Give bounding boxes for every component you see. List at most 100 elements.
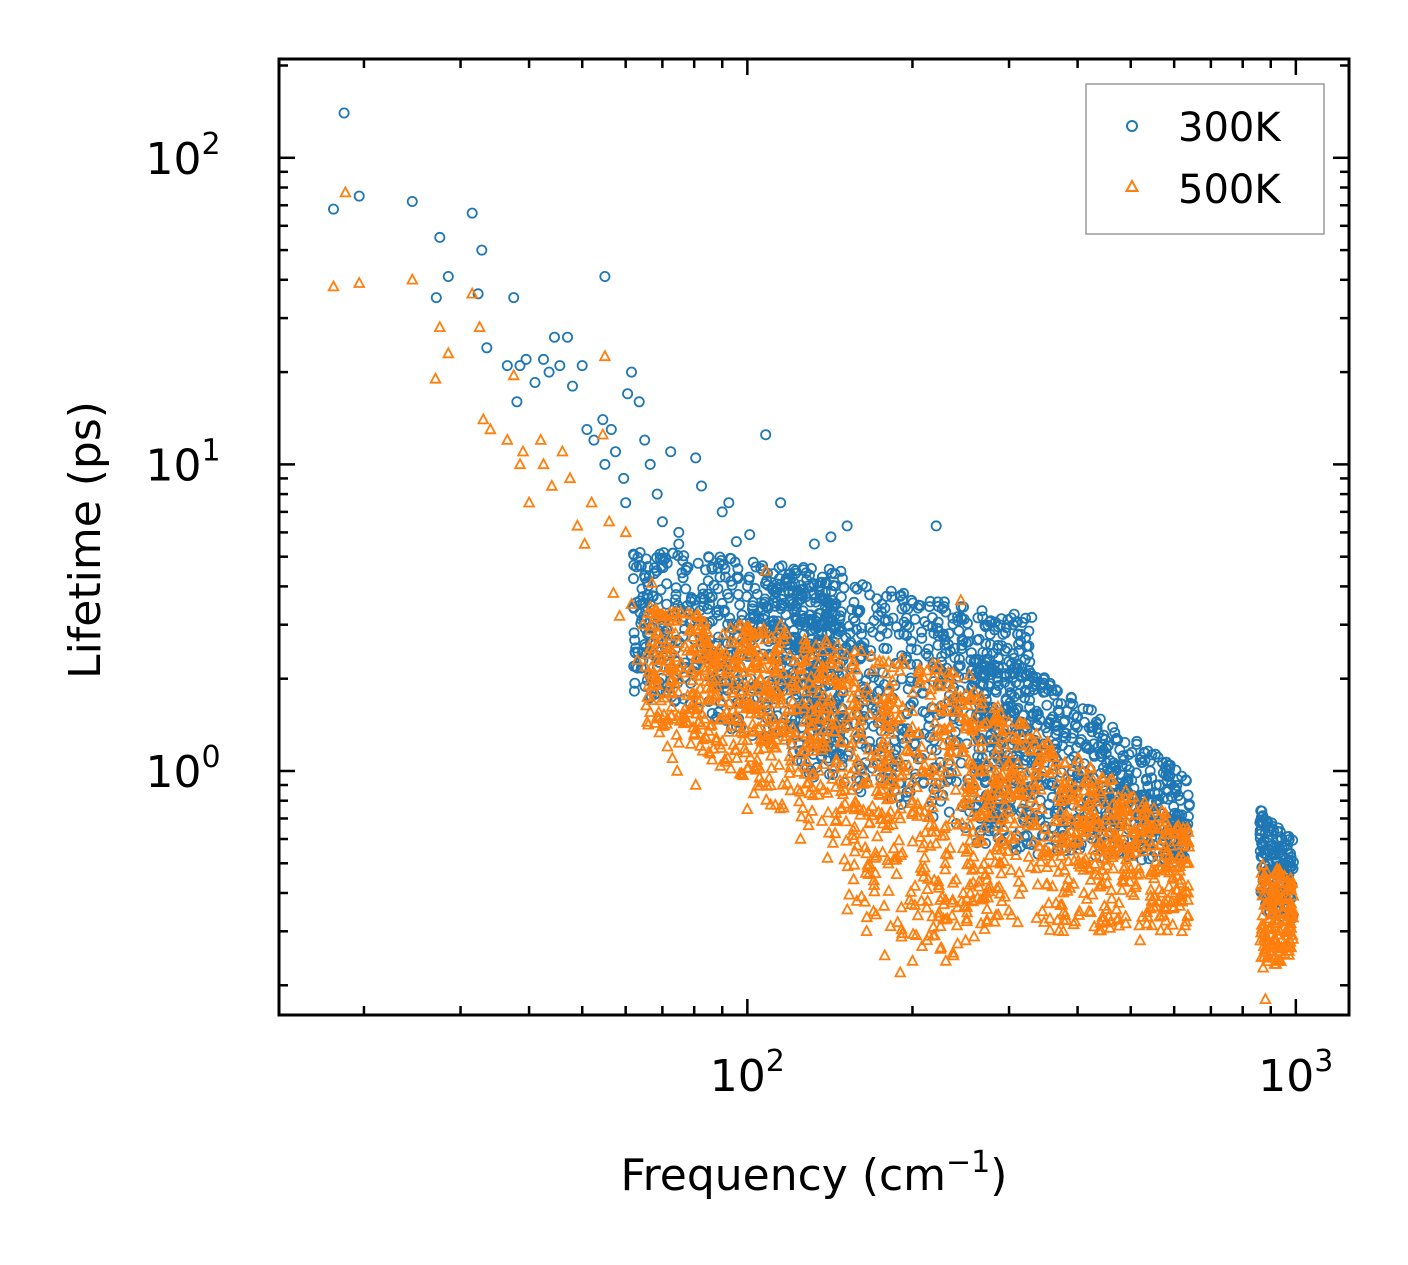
scatter-point (904, 884, 918, 897)
scatter-point (1018, 758, 1030, 770)
scatter-point (981, 787, 995, 800)
scatter-point (940, 606, 952, 618)
scatter-point (732, 618, 745, 631)
scatter-point (678, 702, 691, 715)
scatter-point (964, 756, 977, 769)
scatter-point (840, 677, 853, 690)
scatter-point (1174, 794, 1186, 806)
scatter-point (640, 714, 654, 727)
scatter-point (666, 657, 679, 670)
data-point (825, 531, 837, 543)
scatter-point (1028, 708, 1040, 720)
scatter-point (1274, 954, 1288, 966)
scatter-point (960, 911, 973, 924)
scatter-point (1128, 821, 1142, 834)
scatter-point (930, 729, 944, 741)
scatter-point (1068, 779, 1082, 792)
scatter-point (939, 856, 952, 869)
scatter-point (981, 881, 995, 894)
scatter-point (660, 639, 673, 652)
scatter-point (1124, 846, 1137, 858)
scatter-point (1284, 934, 1297, 947)
scatter-point (1017, 795, 1030, 808)
scatter-point (980, 754, 993, 767)
data-point (930, 520, 942, 532)
scatter-point (1099, 852, 1113, 865)
scatter-point (854, 644, 868, 656)
data-point (581, 423, 593, 435)
legend-label-300k: 300K (1178, 105, 1282, 151)
scatter-point (799, 616, 811, 628)
scatter-point (636, 583, 648, 595)
data-point (690, 452, 702, 464)
scatter-point (1102, 781, 1116, 794)
scatter-point (910, 780, 924, 793)
scatter-point (927, 919, 940, 932)
scatter-point (882, 791, 896, 804)
scatter-point (1009, 848, 1023, 860)
scatter-point (932, 880, 946, 893)
scatter-point (1063, 774, 1076, 787)
scatter-point (845, 800, 859, 813)
scatter-point (1110, 902, 1123, 915)
scatter-point (769, 648, 783, 661)
scatter-point (848, 844, 862, 857)
scatter-point (896, 798, 908, 810)
scatter-point (1079, 852, 1092, 864)
scatter-point (1104, 914, 1118, 927)
scatter-point (1109, 840, 1123, 853)
scatter-point (881, 853, 894, 865)
scatter-point (1115, 803, 1129, 816)
scatter-point (1118, 859, 1132, 872)
scatter-point (1082, 860, 1096, 873)
scatter-point (1062, 854, 1075, 866)
data-point (860, 924, 873, 936)
scatter-point (792, 794, 806, 807)
scatter-point (1177, 826, 1191, 839)
scatter-point (851, 624, 863, 636)
scatter-point (817, 723, 831, 735)
scatter-point (661, 578, 673, 590)
scatter-point (1088, 750, 1100, 762)
scatter-point (922, 620, 934, 632)
scatter-point (891, 621, 903, 633)
scatter-point (785, 703, 799, 716)
scatter-point (649, 568, 661, 580)
scatter-point (1043, 911, 1057, 924)
data-point (406, 272, 419, 285)
scatter-point (1057, 841, 1071, 854)
scatter-point (816, 644, 830, 656)
scatter-point (844, 766, 857, 779)
scatter-point (805, 803, 819, 816)
scatter-point (898, 587, 910, 599)
scatter-point (818, 688, 831, 701)
scatter-point (752, 742, 765, 755)
scatter-point (762, 602, 774, 614)
scatter-point (827, 761, 840, 774)
scatter-point (1180, 820, 1194, 833)
scatter-point (964, 886, 977, 899)
scatter-point (1045, 855, 1059, 868)
scatter-point (829, 609, 841, 621)
scatter-point (1170, 784, 1182, 796)
data-point (543, 366, 555, 378)
scatter-point (996, 724, 1009, 737)
scatter-point (1048, 813, 1062, 826)
scatter-point (856, 826, 870, 839)
scatter-point (1071, 786, 1085, 799)
scatter-point (1028, 765, 1042, 778)
data-point (1046, 879, 1059, 892)
scatter-point (898, 763, 912, 776)
scatter-point (929, 768, 943, 781)
scatter-point (865, 663, 879, 675)
scatter-point (1000, 622, 1012, 634)
scatter-point (629, 677, 641, 689)
scatter-point (757, 726, 771, 739)
scatter-point (728, 635, 741, 648)
scatter-point (961, 617, 973, 629)
scatter-point (629, 634, 641, 646)
scatter-point (852, 607, 864, 619)
data-point (434, 231, 446, 243)
scatter-point (1069, 826, 1083, 839)
scatter-point (1170, 868, 1184, 881)
